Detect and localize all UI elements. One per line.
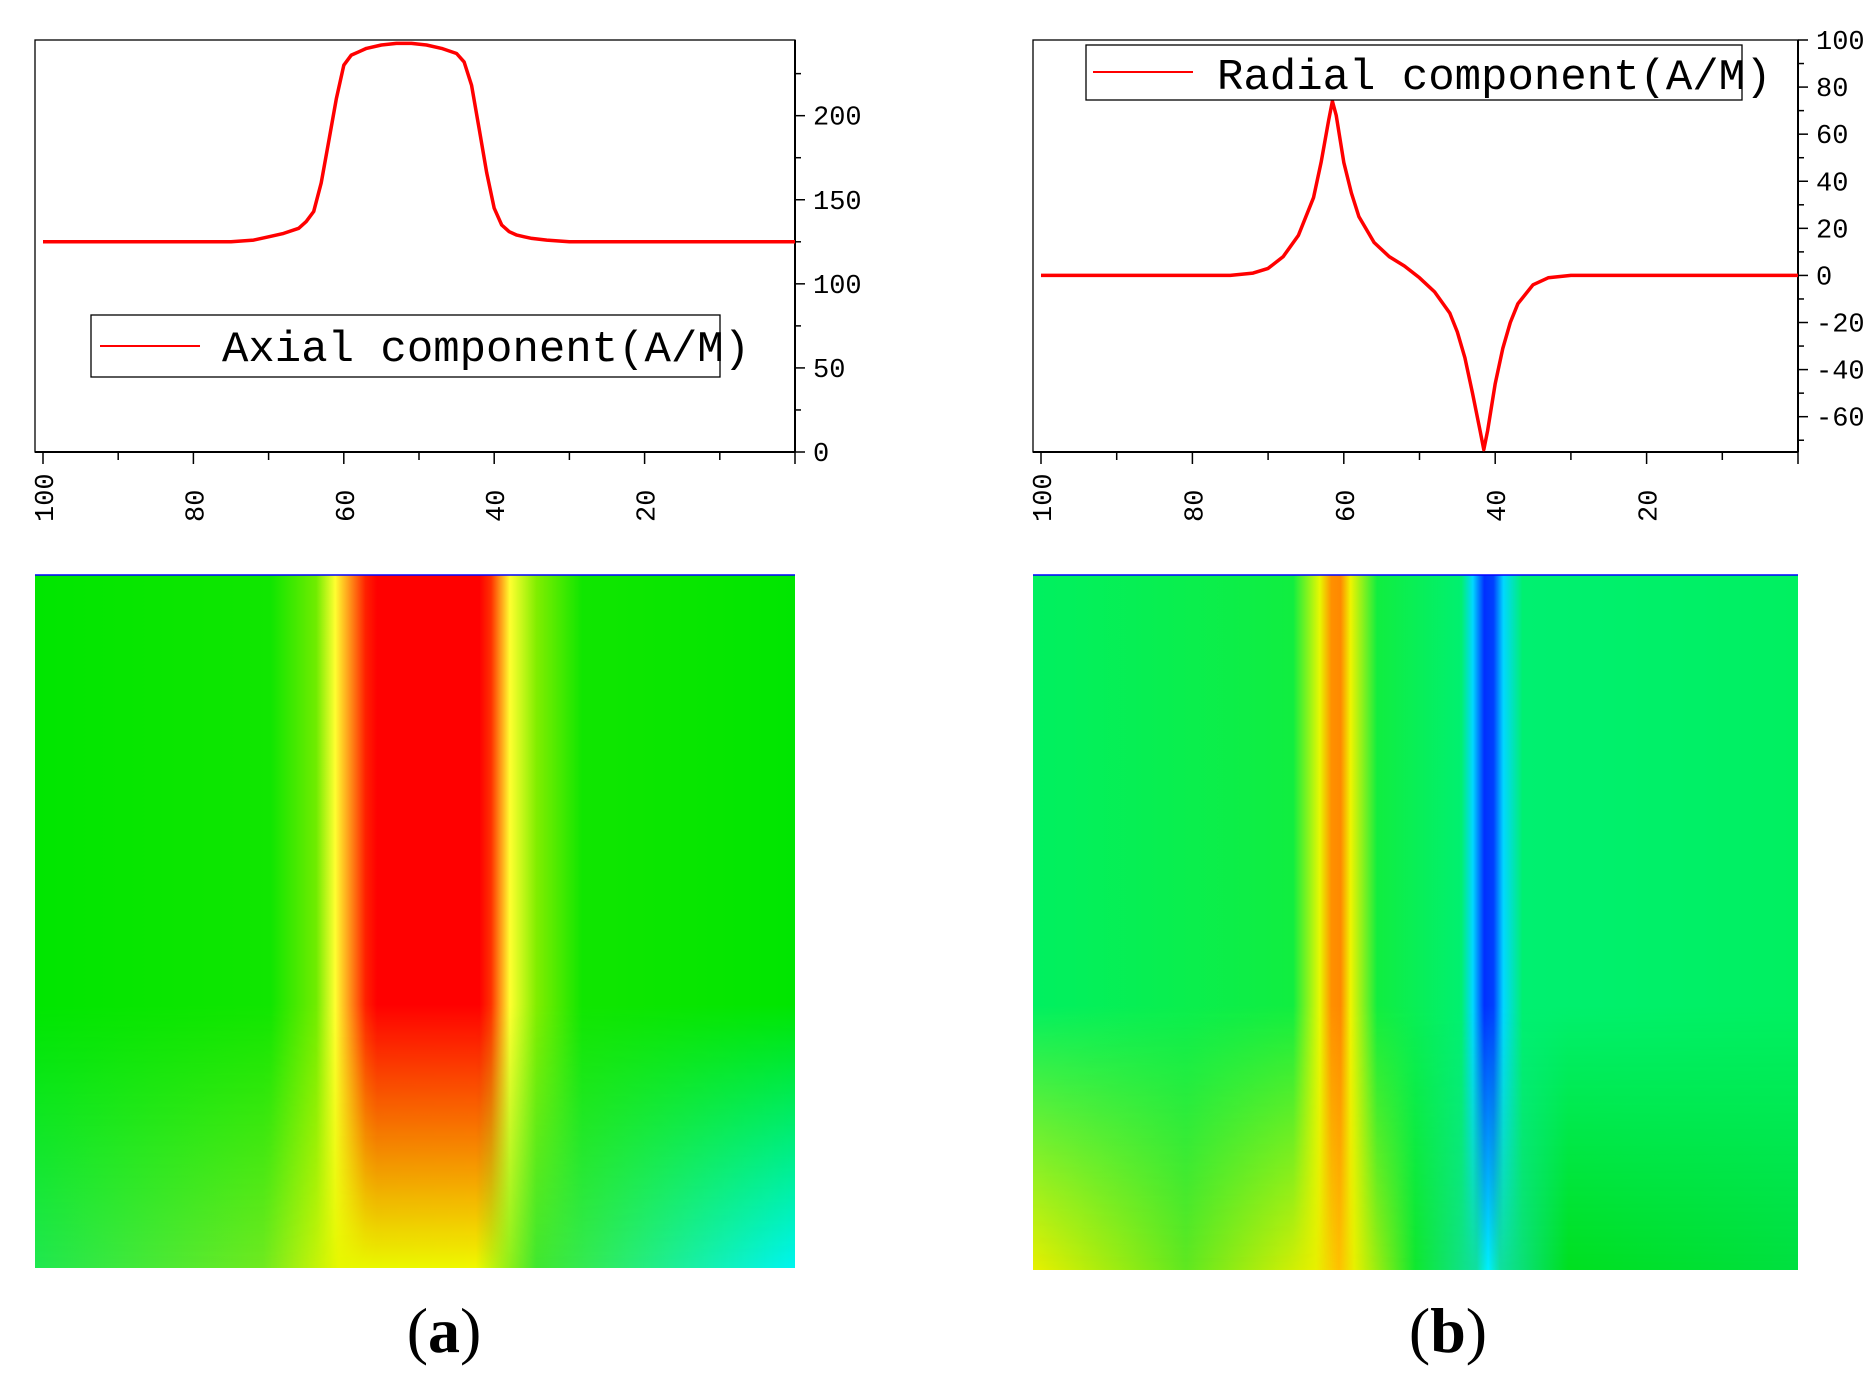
panel-label-b: (b) <box>1409 1295 1487 1366</box>
y-ticks-b: 100 80 60 40 20 0 -20 -40 -60 <box>1798 28 1865 441</box>
panel-label-b-open: ( <box>1409 1295 1430 1366</box>
legend-label-a: Axial component(A/M) <box>222 325 750 375</box>
legend-label-b: Radial component(A/M) <box>1217 53 1772 103</box>
legend-b: Radial component(A/M) <box>1085 44 1772 103</box>
y-label-b-100: 100 <box>1816 28 1865 58</box>
map-x-label-a-60: 60 <box>333 490 363 522</box>
series-line-b-0 <box>1041 99 1798 452</box>
map-x-label-a-100: 100 <box>32 473 62 522</box>
series-a <box>43 41 795 244</box>
map-x-label-b-100: 100 <box>1030 473 1060 522</box>
y-label-b-40: 40 <box>1816 169 1848 199</box>
panel-label-b-letter: b <box>1430 1295 1466 1366</box>
x-ticks-a <box>42 452 796 464</box>
series-line-a-0 <box>43 41 795 244</box>
map-x-label-b-80: 80 <box>1181 490 1211 522</box>
y-label-a-150: 150 <box>813 188 862 218</box>
map-x-label-b-60: 60 <box>1333 490 1363 522</box>
map-x-label-b-20: 20 <box>1636 490 1666 522</box>
y-label-a-50: 50 <box>813 356 845 386</box>
y-label-b-60: 60 <box>1816 122 1848 152</box>
map-main-layer-a <box>35 575 795 1268</box>
y-label-a-200: 200 <box>813 104 862 134</box>
panel-a: 0 50 100 150 200 Axial component(A/M) 100 80 6… <box>32 39 862 1366</box>
y-label-b--40: -40 <box>1816 358 1865 388</box>
panel-label-a-open: ( <box>407 1295 428 1366</box>
field-map-b <box>1033 574 1798 1270</box>
panel-label-a: (a) <box>407 1295 482 1366</box>
field-map-a <box>35 574 795 1268</box>
panel-label-a-close: ) <box>460 1295 481 1366</box>
y-ticks-a: 0 50 100 150 200 <box>795 72 862 470</box>
y-label-b--20: -20 <box>1816 311 1865 341</box>
legend-a: Axial component(A/M) <box>90 314 750 378</box>
map-x-label-a-20: 20 <box>634 490 664 522</box>
y-label-b-20: 20 <box>1816 216 1848 246</box>
map-x-label-b-40: 40 <box>1484 490 1514 522</box>
map-main-layer-b <box>1033 575 1798 1270</box>
series-b <box>1041 99 1798 452</box>
x-ticks-b <box>1040 452 1799 464</box>
y-label-b--60: -60 <box>1816 405 1865 435</box>
legend-box-b <box>1085 44 1743 101</box>
panel-label-a-letter: a <box>428 1295 460 1366</box>
y-label-a-0: 0 <box>813 440 829 470</box>
y-label-b-80: 80 <box>1816 75 1848 105</box>
panel-label-b-close: ) <box>1466 1295 1487 1366</box>
panel-b: 100 80 60 40 20 0 -20 -40 -60 Radial component(A… <box>1030 28 1865 1366</box>
y-label-b-0: 0 <box>1816 263 1832 293</box>
map-x-labels-b: 100 80 60 40 20 <box>1030 473 1666 522</box>
map-x-label-a-40: 40 <box>483 490 513 522</box>
map-x-label-a-80: 80 <box>182 490 212 522</box>
plot-frame-a <box>34 39 796 453</box>
map-x-labels-a: 100 80 60 40 20 <box>32 473 664 522</box>
y-label-a-100: 100 <box>813 272 862 302</box>
